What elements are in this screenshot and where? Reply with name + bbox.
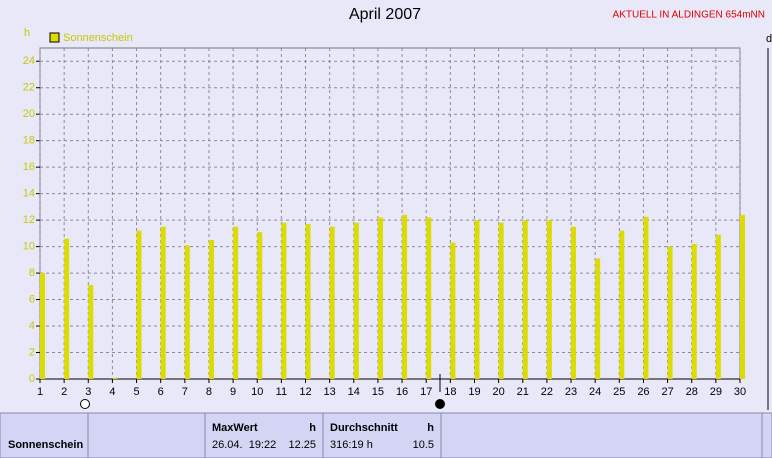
bar [522, 220, 528, 379]
x-tick-label: 14 [348, 386, 360, 398]
bar [329, 226, 335, 379]
bar [64, 238, 70, 379]
y-tick-label: 0 [29, 373, 35, 385]
y-tick-label: 8 [29, 267, 35, 279]
y-tick-label: 4 [29, 320, 35, 332]
x-tick-label: 1 [37, 386, 43, 398]
bar [208, 239, 214, 379]
x-tick-label: 4 [109, 386, 115, 398]
x-tick-label: 12 [299, 386, 311, 398]
bar [715, 234, 721, 379]
row-label: Sonnenschein [8, 439, 83, 451]
x-tick-label: 13 [324, 386, 336, 398]
moon-icon [80, 399, 90, 409]
bar [257, 232, 263, 379]
y-tick-label: 2 [29, 346, 35, 358]
x-tick-label: 30 [734, 386, 746, 398]
x-tick-label: 29 [710, 386, 722, 398]
col-unit: h [309, 422, 316, 434]
bar [740, 214, 745, 379]
y-tick-label: 20 [23, 108, 35, 120]
bar [402, 214, 408, 379]
x-tick-label: 25 [613, 386, 625, 398]
bar [112, 377, 118, 379]
x-tick-label: 26 [637, 386, 649, 398]
summary-table: Sonnenschein MaxWert h 26.04. 19:22 12.2… [0, 412, 772, 458]
y-tick-label: 24 [23, 55, 35, 67]
x-tick-label: 20 [492, 386, 504, 398]
x-tick-label: 15 [372, 386, 384, 398]
x-tick-label: 8 [206, 386, 212, 398]
bar [281, 222, 287, 379]
col-header: MaxWert [212, 422, 258, 434]
y-tick-label: 18 [23, 135, 35, 147]
bar [426, 217, 432, 379]
cell: 10.5 [413, 439, 434, 451]
y-tick-label: 10 [23, 241, 35, 253]
bar [595, 258, 601, 379]
bar [474, 220, 480, 379]
cell: 12.25 [288, 439, 316, 451]
x-tick-label: 5 [133, 386, 139, 398]
bar [643, 216, 649, 379]
x-tick-label: 27 [661, 386, 673, 398]
bar [667, 246, 673, 379]
bar [353, 222, 359, 379]
y-axis-label: h [24, 27, 30, 39]
col-unit: h [427, 422, 434, 434]
bar [450, 242, 456, 379]
bar [233, 226, 239, 379]
bar [691, 243, 697, 379]
x-tick-label: 21 [517, 386, 529, 398]
y-tick-label: 6 [29, 293, 35, 305]
y-tick-label: 12 [23, 214, 35, 226]
chart-title: April 2007 [349, 6, 421, 23]
x-tick-label: 28 [686, 386, 698, 398]
x-tick-label: 9 [230, 386, 236, 398]
bar [40, 273, 45, 379]
col-header: Durchschnitt [330, 422, 398, 434]
x-tick-label: 24 [589, 386, 601, 398]
right-axis-label: d [766, 33, 772, 45]
x-tick-label: 23 [565, 386, 577, 398]
bar [184, 245, 190, 379]
cell: 316:19 h [330, 439, 373, 451]
bar [136, 230, 142, 379]
x-tick-label: 22 [541, 386, 553, 398]
x-tick-label: 3 [85, 386, 91, 398]
legend-label: Sonnenschein [63, 32, 133, 44]
x-tick-label: 7 [182, 386, 188, 398]
x-tick-label: 6 [158, 386, 164, 398]
station-label: AKTUELL IN ALDINGEN 654mNN [613, 10, 765, 21]
x-tick-label: 17 [420, 386, 432, 398]
y-tick-label: 14 [23, 188, 35, 200]
bar [305, 224, 311, 379]
cell: 26.04. 19:22 [212, 439, 276, 451]
bar [619, 230, 625, 379]
bar [546, 220, 552, 379]
y-tick-label: 16 [23, 161, 35, 173]
bar [160, 226, 166, 379]
table-bg [0, 412, 772, 458]
moon-icon [435, 399, 445, 409]
y-tick-label: 22 [23, 82, 35, 94]
bar [377, 217, 383, 379]
legend-swatch [49, 32, 60, 43]
bar [498, 222, 504, 379]
x-tick-label: 2 [61, 386, 67, 398]
x-tick-label: 11 [276, 386, 287, 398]
x-tick-label: 10 [251, 386, 263, 398]
x-tick-label: 18 [444, 386, 456, 398]
bar [571, 226, 577, 379]
x-tick-label: 16 [396, 386, 408, 398]
bar [88, 284, 94, 379]
x-tick-label: 19 [468, 386, 480, 398]
